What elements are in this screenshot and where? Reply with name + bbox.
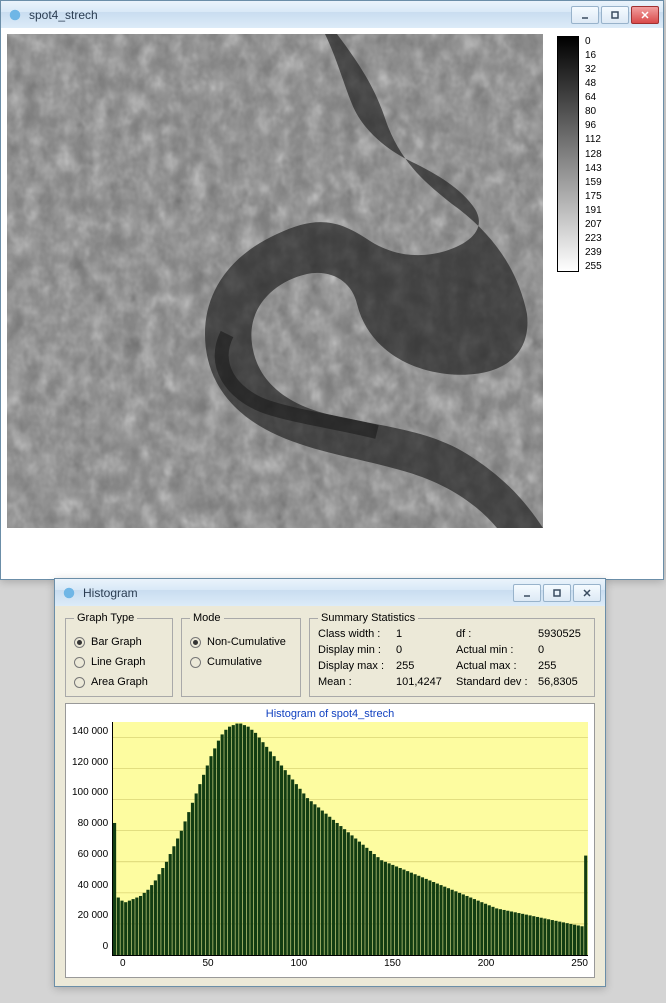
radio-label: Area Graph — [91, 676, 148, 688]
window-title: spot4_strech — [29, 8, 571, 22]
stat-value: 1 — [396, 628, 456, 640]
chart-y-axis: 140 000120 000100 00080 00060 00040 0002… — [72, 722, 112, 956]
chart-x-axis: 050100150200250 — [120, 958, 588, 969]
stat-label: df : — [456, 628, 538, 640]
stats-legend: Summary Statistics — [318, 612, 418, 624]
stat-value: 56,8305 — [538, 676, 586, 688]
graph-type-option-area-graph[interactable]: Area Graph — [74, 676, 164, 688]
maximize-button[interactable] — [543, 584, 571, 602]
radio-icon — [74, 657, 85, 668]
app-icon — [7, 7, 23, 23]
graph-type-option-bar-graph[interactable]: Bar Graph — [74, 636, 164, 648]
minimize-button[interactable] — [513, 584, 541, 602]
close-button[interactable] — [573, 584, 601, 602]
radio-icon — [74, 637, 85, 648]
minimize-button[interactable] — [571, 6, 599, 24]
graph-type-legend: Graph Type — [74, 612, 137, 624]
mode-option-cumulative[interactable]: Cumulative — [190, 656, 292, 668]
close-button[interactable] — [631, 6, 659, 24]
chart-plot-area — [112, 722, 588, 956]
stat-label: Display max : — [318, 660, 396, 672]
radio-label: Bar Graph — [91, 636, 142, 648]
stat-label: Standard dev : — [456, 676, 538, 688]
radio-icon — [74, 677, 85, 688]
chart-title: Histogram of spot4_strech — [72, 708, 588, 720]
stat-value: 5930525 — [538, 628, 586, 640]
stat-value: 0 — [538, 644, 586, 656]
graph-type-option-line-graph[interactable]: Line Graph — [74, 656, 164, 668]
grayscale-legend-bar — [557, 36, 579, 272]
stat-value: 0 — [396, 644, 456, 656]
radio-label: Cumulative — [207, 656, 262, 668]
maximize-button[interactable] — [601, 6, 629, 24]
stat-label: Actual min : — [456, 644, 538, 656]
radio-icon — [190, 637, 201, 648]
stat-label: Mean : — [318, 676, 396, 688]
radio-icon — [190, 657, 201, 668]
stat-value: 255 — [396, 660, 456, 672]
stat-label: Class width : — [318, 628, 396, 640]
mode-legend: Mode — [190, 612, 224, 624]
mode-option-non-cumulative[interactable]: Non-Cumulative — [190, 636, 292, 648]
app-icon — [61, 585, 77, 601]
satellite-image — [7, 34, 543, 528]
grayscale-legend-labels: 0163248648096112128143159175191207223239… — [585, 36, 602, 272]
stat-label: Display min : — [318, 644, 396, 656]
stat-value: 101,4247 — [396, 676, 456, 688]
stat-value: 255 — [538, 660, 586, 672]
radio-label: Non-Cumulative — [207, 636, 286, 648]
stat-label: Actual max : — [456, 660, 538, 672]
radio-label: Line Graph — [91, 656, 145, 668]
window-title: Histogram — [83, 586, 513, 600]
histogram-chart: Histogram of spot4_strech 140 000120 000… — [65, 703, 595, 978]
